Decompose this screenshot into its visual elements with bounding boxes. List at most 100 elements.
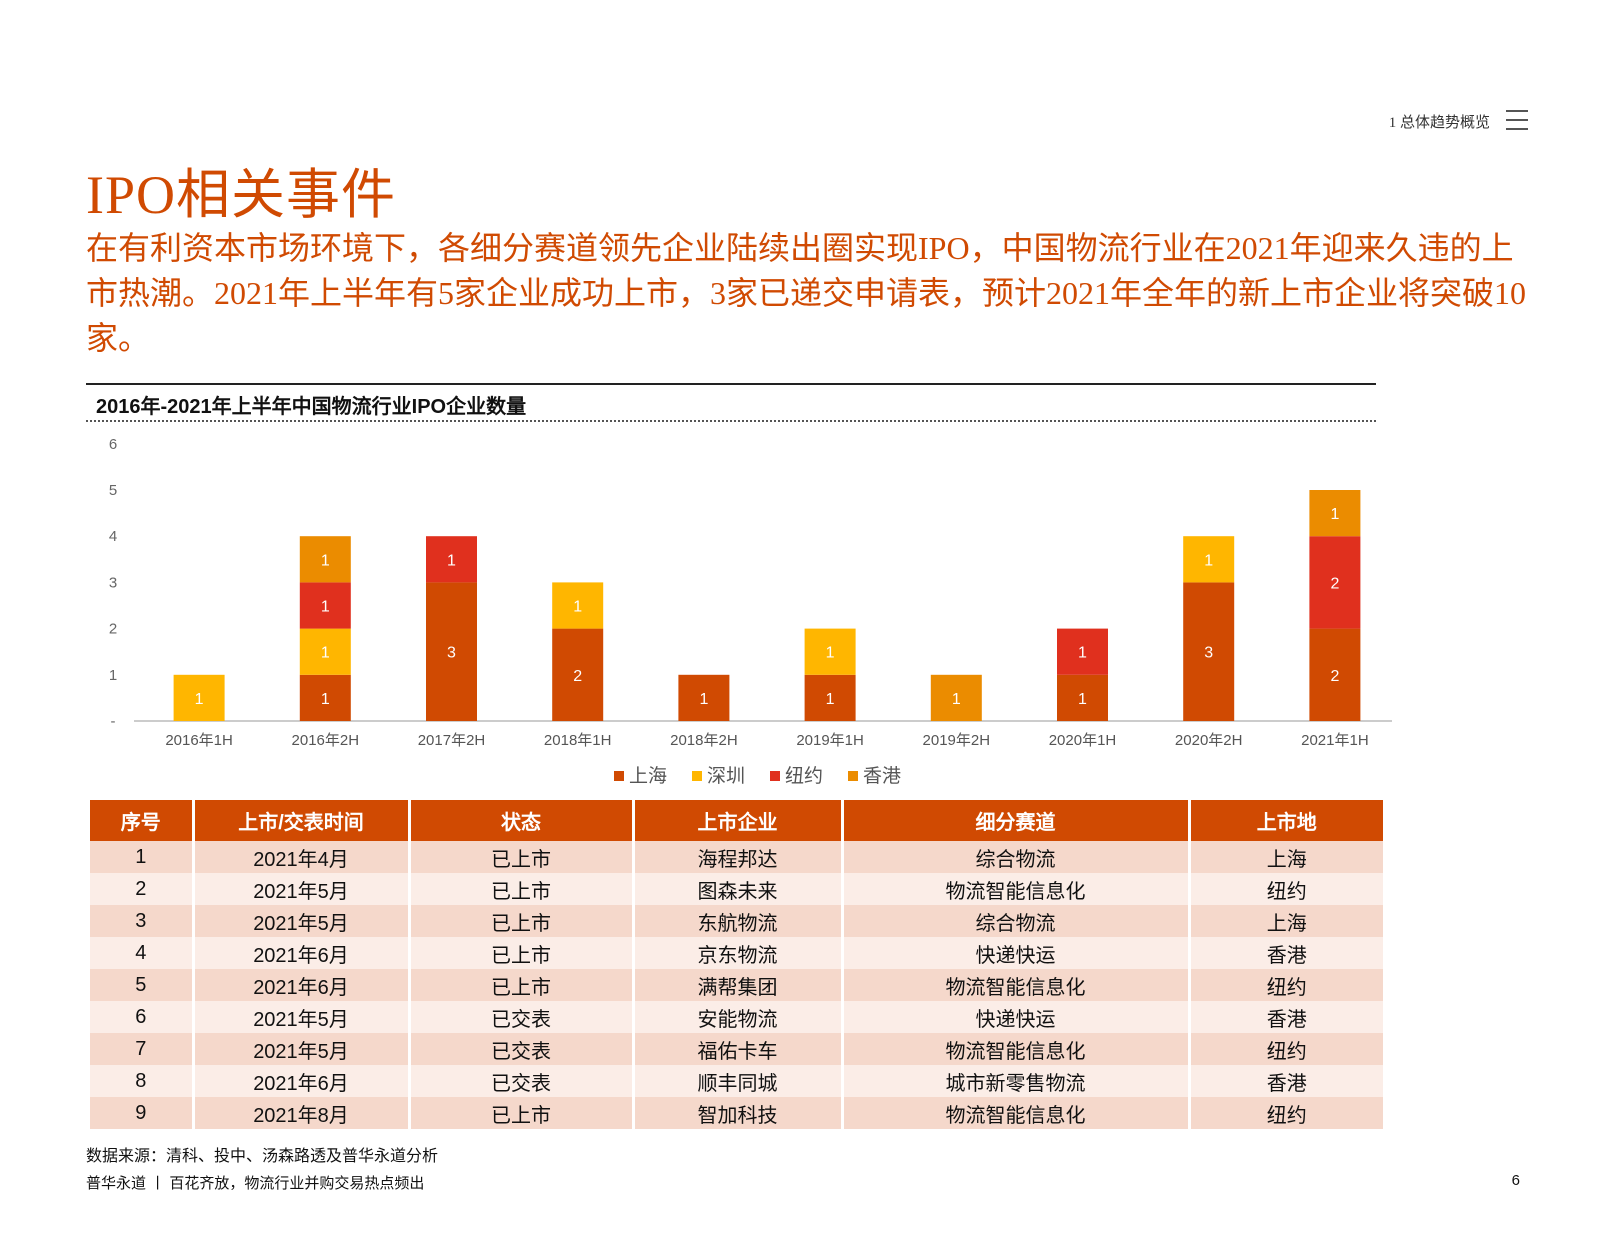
- chart-top-rule: [86, 383, 1376, 385]
- table-cell: 顺丰同城: [631, 1065, 842, 1097]
- table-row: 4 2021年6月 已上市 京东物流 快递快运 香港: [90, 937, 1383, 969]
- page-title: IPO相关事件: [86, 165, 397, 225]
- table-cell: 物流智能信息化: [840, 1097, 1189, 1129]
- table-cell: 2021年5月: [191, 905, 409, 937]
- table-cell: 5: [90, 969, 193, 1001]
- menu-icon[interactable]: [1506, 109, 1528, 131]
- data-label: 1: [321, 645, 330, 662]
- table-cell: 已上市: [407, 841, 633, 873]
- bar-segment: [1057, 674, 1108, 721]
- bar-segment: [552, 628, 604, 721]
- y-tick-label: 6: [109, 436, 117, 453]
- data-label: 2: [573, 668, 582, 685]
- y-tick-label: 5: [109, 482, 117, 499]
- table-row: 9 2021年8月 已上市 智加科技 物流智能信息化 纽约: [90, 1097, 1383, 1129]
- data-label: 1: [321, 552, 330, 569]
- table-cell: 物流智能信息化: [840, 1033, 1189, 1065]
- table-cell: 纽约: [1187, 969, 1383, 1001]
- table-row: 2 2021年5月 已上市 图森未来 物流智能信息化 纽约: [90, 873, 1383, 905]
- section-label: 1 总体趋势概览: [1388, 115, 1490, 131]
- y-tick-label: -: [111, 713, 116, 730]
- data-label: 1: [321, 691, 330, 708]
- bar-segment: [299, 628, 351, 675]
- table-row: 5 2021年6月 已上市 满帮集团 物流智能信息化 纽约: [90, 969, 1383, 1001]
- table-cell: 物流智能信息化: [840, 969, 1189, 1001]
- legend-swatch: [614, 771, 624, 781]
- legend-label: 深圳: [707, 765, 745, 787]
- bar-segment: [930, 674, 982, 721]
- x-tick-label: 2019年2H: [923, 732, 991, 749]
- bar-segment: [1309, 628, 1361, 721]
- table-cell: 东航物流: [631, 905, 842, 937]
- bar-segment: [1309, 536, 1361, 629]
- bar-segment: [1309, 490, 1361, 537]
- data-label: 1: [195, 691, 204, 708]
- table-cell: 9: [90, 1097, 193, 1129]
- bar-segment: [804, 674, 856, 721]
- table-cell: 4: [90, 937, 193, 969]
- x-tick-label: 2021年1H: [1301, 732, 1369, 749]
- table-cell: 1: [90, 841, 193, 873]
- table-cell: 香港: [1187, 937, 1383, 969]
- table-cell: 已上市: [407, 1097, 633, 1129]
- legend-swatch: [692, 771, 702, 781]
- table-cell: 6: [90, 1001, 193, 1033]
- page-subtitle: 在有利资本市场环境下，各细分赛道领先企业陆续出圈实现IPO，中国物流行业在202…: [86, 230, 1527, 356]
- table-cell: 已交表: [407, 1033, 633, 1065]
- table-cell: 3: [90, 905, 193, 937]
- x-tick-label: 2020年2H: [1175, 732, 1243, 749]
- ipo-count-chart: - 1 2 3 4 5 6 1 2016年1H 1 1 1 1 2016年2H 3 1 2017年2H 2 1 201…: [109, 436, 1392, 787]
- legend-label: 上海: [629, 765, 667, 787]
- table-cell: 2021年5月: [191, 873, 409, 905]
- table-cell: 8: [90, 1065, 193, 1097]
- data-label: 1: [321, 599, 330, 616]
- table-cell: 2021年5月: [191, 1001, 409, 1033]
- bar-segment: [299, 674, 351, 721]
- bar-segment: [1183, 582, 1235, 721]
- table-cell: 已上市: [407, 905, 633, 937]
- bar-segment: [426, 536, 477, 583]
- table-cell: 城市新零售物流: [840, 1065, 1189, 1097]
- table-cell: 快递快运: [840, 1001, 1189, 1033]
- bar-segment: [426, 582, 477, 721]
- table-cell: 香港: [1187, 1065, 1383, 1097]
- footer-text: 普华永道 丨 百花齐放，物流行业并购交易热点频出: [86, 1175, 425, 1192]
- bar-segment: [299, 536, 351, 583]
- ipo-table: 序号 上市/交表时间 状态 上市企业 细分赛道 上市地 1 2021年4月 已上市 海程邦达 综合…: [90, 800, 1383, 1129]
- table-row: 3 2021年5月 已上市 东航物流 综合物流 上海: [90, 905, 1383, 937]
- data-source: 数据来源：清科、投中、汤森路透及普华永道分析: [86, 1148, 439, 1165]
- table-cell: 图森未来: [631, 873, 842, 905]
- bar-segment: [552, 582, 604, 629]
- data-label: 1: [699, 691, 708, 708]
- x-tick-label: 2018年2H: [670, 732, 738, 749]
- x-tick-label: 2020年1H: [1049, 732, 1117, 749]
- table-cell: 2021年6月: [191, 1065, 409, 1097]
- table-cell: 香港: [1187, 1001, 1383, 1033]
- table-cell: 快递快运: [840, 937, 1189, 969]
- data-label: 1: [573, 599, 582, 616]
- bar-segment: [678, 674, 730, 721]
- table-cell: 物流智能信息化: [840, 873, 1189, 905]
- table-cell: 满帮集团: [631, 969, 842, 1001]
- table-cell: 福佑卡车: [631, 1033, 842, 1065]
- table-cell: 纽约: [1187, 1097, 1383, 1129]
- column-header: 上市地: [1187, 800, 1383, 841]
- table-cell: 已上市: [407, 969, 633, 1001]
- y-tick-label: 4: [109, 528, 117, 545]
- data-label: 1: [1078, 691, 1087, 708]
- page-number: 6: [1511, 1172, 1520, 1189]
- table-cell: 海程邦达: [631, 841, 842, 873]
- table-cell: 2021年8月: [191, 1097, 409, 1129]
- table-cell: 2: [90, 873, 193, 905]
- y-tick-label: 1: [109, 667, 117, 684]
- table-cell: 2021年6月: [191, 969, 409, 1001]
- chart-dotted-rule: [86, 420, 1376, 422]
- y-tick-label: 3: [109, 574, 117, 591]
- table-row: 8 2021年6月 已交表 顺丰同城 城市新零售物流 香港: [90, 1065, 1383, 1097]
- table-cell: 纽约: [1187, 873, 1383, 905]
- table-cell: 7: [90, 1033, 193, 1065]
- x-tick-label: 2016年1H: [165, 732, 233, 749]
- table-cell: 2021年4月: [191, 841, 409, 873]
- table-cell: 上海: [1187, 905, 1383, 937]
- data-label: 3: [447, 645, 456, 662]
